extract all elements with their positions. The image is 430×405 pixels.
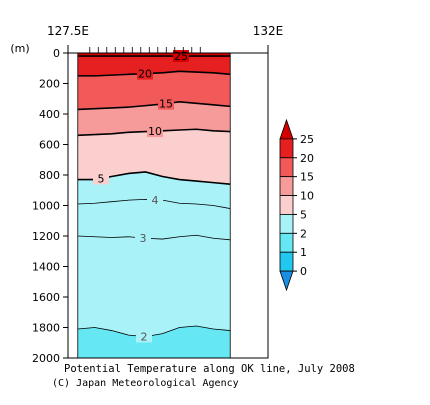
- contour-label-bg-3: [135, 232, 151, 245]
- colorbar-label-3: 10: [300, 190, 314, 203]
- y-tick-label-1200: 1200: [32, 230, 60, 243]
- contour-label-10: 10: [148, 125, 162, 138]
- colorbar-bin-3: [279, 176, 294, 196]
- colorbar-cap-bottom: [279, 270, 294, 292]
- colorbar-label-6: 1: [300, 246, 307, 259]
- contour-2: [77, 325, 231, 338]
- colorbar-bin-2: [279, 157, 294, 178]
- chart-title: Potential Temperature along OK line, Jul…: [64, 363, 355, 375]
- colorbar-bin-6: [279, 232, 294, 253]
- contour-label-2: 2: [141, 331, 148, 344]
- contour-15: [77, 100, 231, 111]
- contour-label-bg-10: [147, 125, 163, 138]
- contour-label-3: 3: [140, 232, 147, 245]
- colorbar-label-5: 2: [300, 227, 307, 240]
- colorbar-label-0: 25: [300, 133, 314, 146]
- contour-3: [77, 234, 231, 241]
- y-tick-label-2000: 2000: [32, 352, 60, 365]
- colorbar-bin-1: [279, 138, 294, 159]
- colorbar-label-4: 5: [300, 208, 307, 221]
- contour-label-bg-5: [93, 172, 109, 185]
- y-tick-label-800: 800: [39, 169, 60, 182]
- y-axis-unit: (m): [10, 42, 29, 55]
- colorbar-label-7: 0: [300, 265, 307, 278]
- colorbar-bin-7: [279, 251, 294, 272]
- contour-20: [77, 70, 231, 77]
- contour-label-bg-2: [136, 330, 152, 343]
- band-above-15: [77, 71, 231, 110]
- colorbar-label-1: 20: [300, 152, 314, 165]
- contour-label-bg-20: [137, 67, 153, 80]
- colorbar-bin-5: [279, 214, 294, 234]
- band-above-2: [77, 235, 231, 337]
- y-tick-label-400: 400: [39, 108, 60, 121]
- colorbar-cap-top: [279, 118, 294, 140]
- x-tick-label-1: 132E: [253, 24, 284, 38]
- contour-label-bg-15: [158, 97, 174, 110]
- y-tick-label-0: 0: [53, 47, 60, 60]
- colorbar-bin-4: [279, 195, 294, 215]
- y-tick-label-200: 200: [39, 78, 60, 91]
- contour-label-15: 15: [159, 98, 173, 111]
- band-below-2: [77, 325, 231, 358]
- contour-label-20: 20: [138, 68, 152, 81]
- band-above-5: [77, 129, 231, 185]
- contour-label-25: 25: [174, 50, 188, 63]
- band-above-3: [77, 199, 231, 240]
- contour-label-5: 5: [98, 172, 105, 185]
- y-tick-label-1000: 1000: [32, 200, 60, 213]
- band-above-20: [77, 56, 231, 76]
- band-above-10: [77, 101, 231, 136]
- x-tick-label-0: 127.5E: [47, 24, 89, 38]
- colorbar-label-2: 15: [300, 171, 314, 184]
- contour-label-4: 4: [152, 194, 159, 207]
- y-tick-label-1600: 1600: [32, 291, 60, 304]
- y-tick-label-600: 600: [39, 139, 60, 152]
- y-tick-label-1800: 1800: [32, 322, 60, 335]
- y-tick-label-1400: 1400: [32, 261, 60, 274]
- contour-label-bg-4: [147, 193, 163, 206]
- credit-text: (C) Japan Meteorological Agency: [52, 378, 239, 389]
